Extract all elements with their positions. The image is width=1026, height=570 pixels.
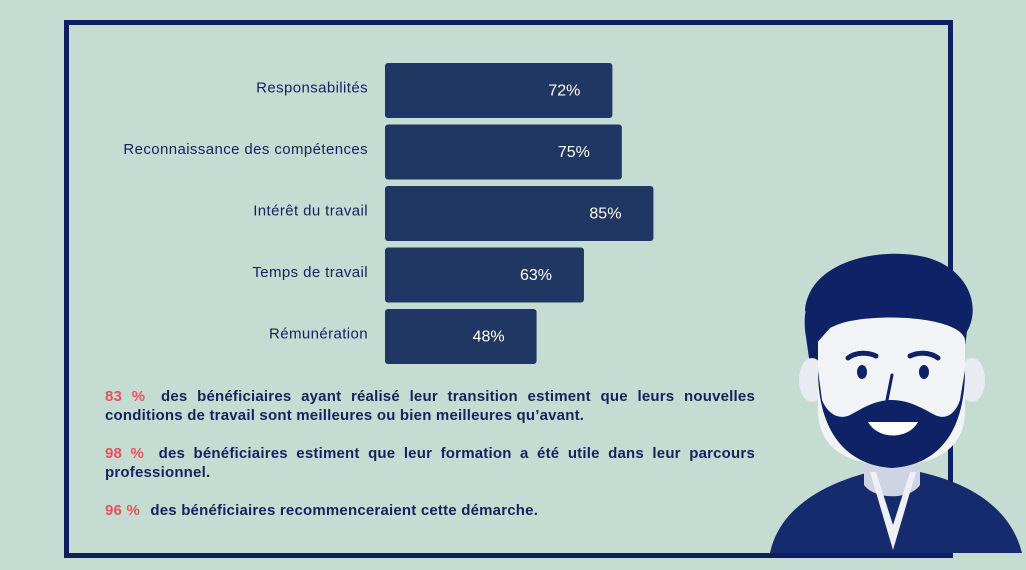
stat-text-3: des bénéficiaires recommenceraient cette… [150,502,539,519]
bar-4 [385,309,537,364]
stat-text-1: des bénéficiaires ayant réalisé leur tra… [105,388,755,424]
stat-text-2: des bénéficiaires estiment que leur form… [105,445,755,481]
value-label-2: 85% [589,206,621,223]
category-label-0: Responsabilités [256,79,368,96]
value-label-0: 72% [548,83,580,100]
value-label-4: 48% [473,329,505,346]
stat-paragraph-2: 98 % des bénéficiaires estiment que leur… [105,444,755,482]
bar-chart: Responsabilités 72% Reconnaissance des com… [123,63,654,364]
category-label-3: Temps de travail [252,264,368,281]
category-label-1: Reconnaissance des compétences [123,141,368,158]
value-label-3: 63% [520,267,552,284]
category-label-2: Intérêt du travail [253,202,368,219]
bar-0 [385,63,613,118]
stat-paragraph-1: 83 % des bénéficiaires ayant réalisé leu… [105,387,755,425]
stat-paragraph-3: 96 % des bénéficiaires recommenceraient … [105,501,755,520]
bar-3 [385,247,584,303]
value-label-1: 75% [558,144,590,161]
stat-percent-2: 98 % [105,445,145,462]
bar-2 [385,186,654,241]
stat-percent-3: 96 % [105,502,140,519]
stat-percent-1: 83 % [105,388,146,405]
bearded-man-illustration [770,253,1022,553]
category-label-4: Rémunération [269,325,368,342]
bar-1 [385,124,622,180]
